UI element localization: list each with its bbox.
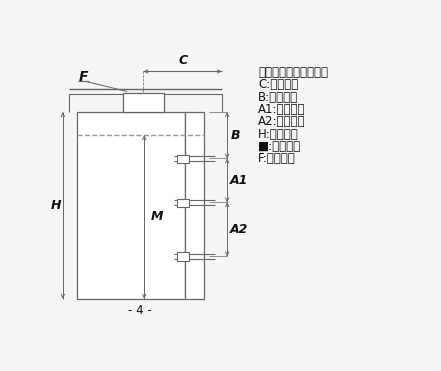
Text: A2: A2 — [230, 223, 249, 236]
Text: C: C — [178, 54, 187, 67]
Bar — [177, 155, 189, 163]
Text: B: B — [230, 129, 240, 142]
Text: F: F — [78, 70, 88, 84]
Text: A1: A1 — [230, 174, 249, 187]
Text: C:横向距离: C:横向距离 — [258, 78, 299, 91]
Bar — [123, 93, 164, 112]
Text: H: H — [51, 199, 61, 212]
Text: - 4 -: - 4 - — [128, 305, 152, 318]
Text: B:安装距离: B:安装距离 — [258, 91, 298, 104]
Bar — [177, 198, 189, 207]
Text: A2:安装距离: A2:安装距离 — [258, 115, 306, 128]
Text: ■:测量范围: ■:测量范围 — [258, 140, 301, 153]
Text: M: M — [150, 210, 163, 223]
Text: F:法兰尺寸: F:法兰尺寸 — [258, 152, 296, 165]
Bar — [185, 112, 204, 299]
Bar — [177, 252, 189, 261]
Text: 用户须提供以下参数：: 用户须提供以下参数： — [258, 66, 328, 79]
Text: A1:安装距离: A1:安装距离 — [258, 103, 306, 116]
Text: H:安装高度: H:安装高度 — [258, 128, 299, 141]
Bar — [77, 112, 185, 299]
